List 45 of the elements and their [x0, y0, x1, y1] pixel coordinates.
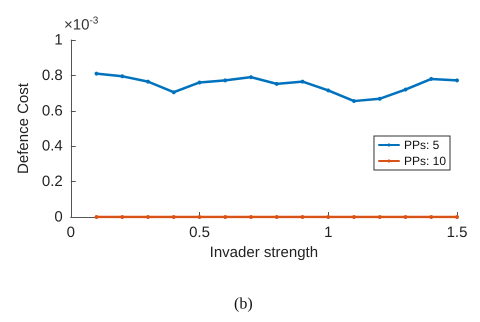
y-tick-label: 0 [54, 208, 63, 226]
x-axis-title: Invader strength [210, 244, 318, 261]
point [455, 215, 459, 219]
point [223, 78, 228, 82]
legend-label: PPs: 5 [404, 138, 440, 152]
point [352, 215, 356, 219]
point [146, 80, 150, 84]
point [326, 88, 330, 92]
point [249, 215, 253, 219]
point [172, 90, 176, 94]
point [429, 215, 434, 219]
x-tick-label: 0.5 [189, 224, 210, 241]
point [378, 96, 382, 101]
y-tick-label: 0.8 [42, 66, 63, 84]
x-tick-label: 0 [66, 224, 75, 241]
point [300, 215, 304, 219]
y-tick-label: 0.6 [42, 102, 63, 120]
point [455, 78, 459, 82]
point [94, 215, 98, 219]
point [404, 88, 408, 92]
point [352, 99, 356, 104]
point [404, 215, 408, 219]
point [146, 215, 150, 219]
point [249, 75, 253, 80]
x-tick-label: 1.5 [446, 224, 468, 241]
point [223, 215, 228, 219]
point [120, 74, 124, 78]
point [120, 215, 124, 219]
point [300, 80, 304, 84]
text: (b) [234, 296, 253, 312]
point [94, 72, 98, 76]
point [378, 215, 382, 219]
y-tick-label: 0.4 [42, 138, 63, 155]
y-tick-label: 1 [54, 32, 63, 48]
point [429, 76, 434, 81]
point [274, 215, 279, 219]
point [172, 215, 176, 219]
y-axis-title: Defence Cost [15, 82, 32, 174]
point [198, 80, 202, 84]
legend-label: PPs: 10 [404, 154, 446, 168]
point [326, 215, 330, 219]
y-tick-label: 0.2 [42, 173, 63, 190]
point [198, 215, 202, 219]
x-tick-label: 1 [324, 224, 332, 241]
point [274, 82, 279, 86]
